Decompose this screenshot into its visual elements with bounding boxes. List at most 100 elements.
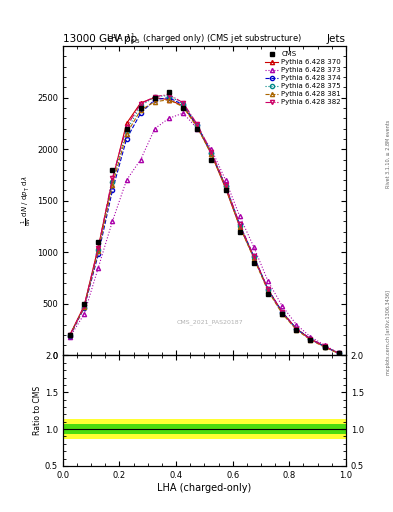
Pythia 6.428 370 — [138, 100, 143, 106]
Pythia 6.428 375 — [308, 336, 313, 343]
Line: Pythia 6.428 370: Pythia 6.428 370 — [68, 96, 341, 355]
Pythia 6.428 374 — [68, 333, 72, 339]
Pythia 6.428 375 — [237, 222, 242, 228]
Pythia 6.428 374 — [223, 183, 228, 189]
Pythia 6.428 373 — [209, 146, 214, 152]
Pythia 6.428 373 — [280, 303, 285, 309]
Pythia 6.428 374 — [124, 136, 129, 142]
Pythia 6.428 374 — [308, 336, 313, 342]
Pythia 6.428 381 — [181, 104, 185, 110]
Pythia 6.428 374 — [167, 95, 171, 101]
Pythia 6.428 382 — [82, 304, 86, 310]
CMS — [322, 344, 327, 350]
Pythia 6.428 382 — [294, 326, 299, 332]
Pythia 6.428 375 — [336, 350, 341, 356]
Text: mcplots.cern.ch [arXiv:1306.3436]: mcplots.cern.ch [arXiv:1306.3436] — [386, 290, 391, 375]
Pythia 6.428 373 — [294, 322, 299, 328]
Pythia 6.428 370 — [96, 244, 101, 250]
Pythia 6.428 374 — [336, 350, 341, 356]
Pythia 6.428 374 — [195, 122, 200, 129]
Pythia 6.428 381 — [138, 107, 143, 113]
CMS — [209, 157, 214, 163]
Pythia 6.428 375 — [280, 310, 285, 316]
Pythia 6.428 370 — [167, 97, 171, 103]
Line: CMS: CMS — [68, 91, 341, 355]
Pythia 6.428 370 — [195, 123, 200, 130]
CMS — [195, 125, 200, 132]
Pythia 6.428 375 — [322, 344, 327, 350]
Pythia 6.428 374 — [322, 344, 327, 350]
Pythia 6.428 374 — [110, 187, 115, 194]
CMS — [266, 290, 270, 296]
Pythia 6.428 374 — [237, 221, 242, 227]
Bar — [63, 424, 346, 434]
Pythia 6.428 370 — [68, 332, 72, 338]
Pythia 6.428 382 — [336, 350, 341, 356]
Pythia 6.428 381 — [96, 248, 101, 254]
Pythia 6.428 374 — [181, 102, 185, 108]
Pythia 6.428 381 — [223, 184, 228, 190]
CMS — [110, 167, 115, 173]
Pythia 6.428 373 — [152, 125, 157, 132]
Pythia 6.428 382 — [167, 92, 171, 98]
Pythia 6.428 375 — [252, 254, 256, 261]
Pythia 6.428 375 — [124, 127, 129, 134]
Pythia 6.428 375 — [82, 304, 86, 310]
CMS — [252, 260, 256, 266]
Pythia 6.428 381 — [280, 311, 285, 317]
Pythia 6.428 381 — [308, 337, 313, 343]
Pythia 6.428 382 — [181, 100, 185, 106]
Pythia 6.428 381 — [195, 124, 200, 131]
Pythia 6.428 370 — [124, 120, 129, 126]
Pythia 6.428 375 — [266, 287, 270, 293]
CMS — [167, 90, 171, 96]
Pythia 6.428 374 — [294, 326, 299, 332]
Pythia 6.428 370 — [209, 151, 214, 157]
Pythia 6.428 382 — [237, 221, 242, 227]
Pythia 6.428 370 — [181, 103, 185, 109]
Pythia 6.428 382 — [68, 332, 72, 338]
Pythia 6.428 373 — [322, 342, 327, 348]
Pythia 6.428 374 — [280, 309, 285, 315]
Pythia 6.428 373 — [237, 213, 242, 219]
Legend: CMS, Pythia 6.428 370, Pythia 6.428 373, Pythia 6.428 374, Pythia 6.428 375, Pyt: CMS, Pythia 6.428 370, Pythia 6.428 373,… — [263, 50, 342, 107]
CMS — [96, 239, 101, 245]
Pythia 6.428 381 — [294, 327, 299, 333]
Y-axis label: $\frac{1}{\mathrm{d}N}$ $\mathrm{d}N$ / $\mathrm{d}p_\mathrm{T}$ $\mathrm{d}\lam: $\frac{1}{\mathrm{d}N}$ $\mathrm{d}N$ / … — [20, 176, 34, 226]
Pythia 6.428 370 — [294, 326, 299, 332]
Pythia 6.428 382 — [223, 182, 228, 188]
CMS — [336, 350, 341, 356]
CMS — [308, 337, 313, 343]
CMS — [124, 125, 129, 132]
CMS — [68, 332, 72, 338]
Pythia 6.428 381 — [68, 332, 72, 338]
Pythia 6.428 370 — [82, 303, 86, 309]
Pythia 6.428 382 — [266, 286, 270, 292]
Pythia 6.428 370 — [322, 343, 327, 349]
Pythia 6.428 375 — [167, 93, 171, 99]
Text: Jets: Jets — [327, 33, 346, 44]
Pythia 6.428 382 — [209, 149, 214, 155]
Pythia 6.428 382 — [138, 101, 143, 107]
Pythia 6.428 374 — [209, 150, 214, 156]
Pythia 6.428 373 — [181, 110, 185, 116]
Pythia 6.428 375 — [223, 183, 228, 189]
Pythia 6.428 375 — [209, 150, 214, 156]
Pythia 6.428 373 — [96, 265, 101, 271]
Pythia 6.428 381 — [209, 151, 214, 157]
CMS — [237, 229, 242, 235]
Pythia 6.428 375 — [195, 122, 200, 129]
Pythia 6.428 381 — [322, 344, 327, 350]
Pythia 6.428 373 — [110, 218, 115, 224]
Pythia 6.428 382 — [280, 309, 285, 315]
Pythia 6.428 373 — [336, 350, 341, 356]
Pythia 6.428 374 — [152, 97, 157, 103]
Pythia 6.428 381 — [336, 351, 341, 357]
Pythia 6.428 381 — [82, 305, 86, 311]
Pythia 6.428 370 — [308, 336, 313, 342]
Pythia 6.428 381 — [266, 288, 270, 294]
CMS — [280, 311, 285, 317]
CMS — [152, 95, 157, 101]
Title: LHA $\lambda^{1}_{0.5}$ (charged only) (CMS jet substructure): LHA $\lambda^{1}_{0.5}$ (charged only) (… — [107, 31, 302, 46]
Pythia 6.428 370 — [280, 309, 285, 315]
